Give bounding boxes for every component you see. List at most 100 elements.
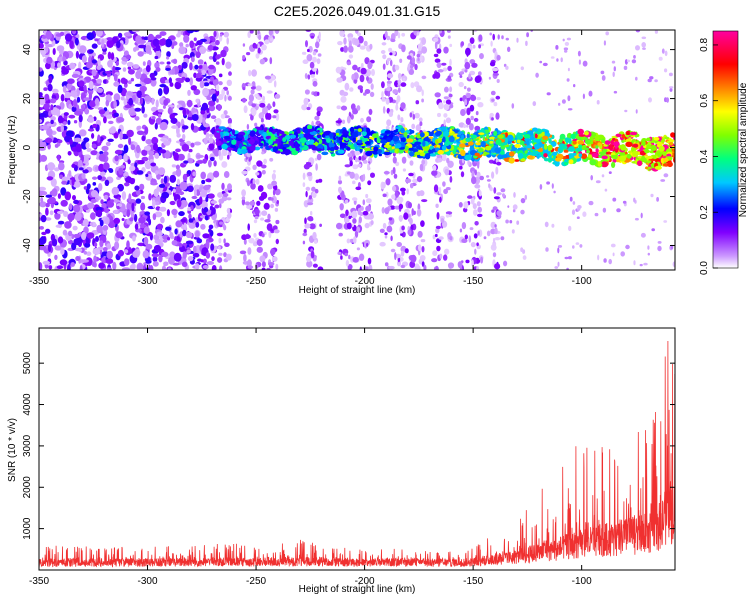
- spectrogram-cell: [531, 127, 539, 132]
- spectrogram-cell: [97, 134, 101, 143]
- spectrogram-cell: [110, 199, 114, 203]
- spectrogram-cell: [437, 112, 441, 118]
- spectrogram-cell: [395, 126, 401, 129]
- spectrogram-cell: [210, 243, 215, 251]
- spectrogram-cell: [496, 210, 502, 217]
- spectrogram-cell: [123, 50, 129, 57]
- spectrogram-cell: [39, 43, 44, 49]
- spectrogram-cell: [641, 155, 645, 162]
- spectrogram-cell: [312, 80, 318, 87]
- spectrogram-cell: [226, 147, 234, 151]
- spectrogram-cell: [433, 37, 439, 43]
- spectrogram-cell: [471, 176, 477, 185]
- spectrogram-cell: [193, 188, 197, 197]
- spectrogram-cell: [321, 151, 329, 156]
- spectrogram-cell: [39, 236, 46, 245]
- spectrogram-cell: [112, 199, 120, 203]
- spectrogram-cell: [201, 69, 206, 76]
- spectrogram-cell: [183, 222, 187, 230]
- spectrogram-cell: [501, 35, 504, 40]
- spectrogram-cell: [68, 230, 73, 237]
- spectrogram-cell: [269, 37, 274, 42]
- spectrogram-cell: [258, 112, 265, 119]
- spectrogram-cell: [180, 199, 188, 208]
- spectrogram-cell: [315, 41, 320, 49]
- spectrogram-cell: [381, 91, 384, 98]
- spectrogram-cell: [115, 231, 123, 239]
- spectrogram-cell: [179, 181, 188, 191]
- spectrogram-cell: [203, 138, 208, 145]
- spectrogram-cell: [601, 75, 606, 81]
- spectrogram-cell: [346, 61, 352, 66]
- spectrogram-cell: [466, 133, 470, 138]
- spectrogram-cell: [124, 182, 130, 187]
- spectrogram-cell: [181, 125, 189, 130]
- spectrogram-cell: [250, 89, 255, 95]
- spectrogram-cell: [242, 87, 246, 91]
- spectrogram-cell: [198, 196, 203, 205]
- spectrogram-cell: [343, 45, 348, 53]
- spectrogram-cell: [211, 265, 217, 270]
- spectrogram-cell: [302, 182, 306, 188]
- spectrogram-cell: [183, 160, 189, 164]
- spectrogram-cell: [409, 183, 414, 189]
- spectrogram-cell: [367, 257, 372, 265]
- spectrogram-cell: [62, 56, 66, 62]
- spectrogram-cell: [494, 237, 501, 241]
- spectrogram-cell: [141, 135, 146, 142]
- spectrogram-cell: [137, 51, 144, 57]
- spectrogram-cell: [167, 106, 173, 115]
- spectrogram-cell: [213, 160, 217, 167]
- spectrogram-cell: [517, 152, 524, 159]
- spectrogram-cell: [644, 149, 650, 154]
- spectrogram-cell: [342, 129, 347, 134]
- spectrogram-cell: [49, 210, 54, 216]
- spectrogram-cell: [208, 56, 214, 60]
- spectrogram-cell: [45, 202, 50, 208]
- spectrogram-cell: [467, 87, 471, 92]
- spectrogram-cell: [47, 243, 52, 252]
- spectrogram-cell: [215, 39, 220, 46]
- spectrogram-cell: [613, 66, 616, 72]
- spectrogram-cell: [89, 49, 94, 53]
- spectrogram-cell: [576, 216, 580, 219]
- spectrogram-cell: [141, 156, 149, 162]
- spectrogram-cell: [260, 217, 265, 221]
- spectrogram-cell: [269, 75, 276, 81]
- spectrogram-cell: [382, 181, 386, 189]
- spectrogram-cell: [351, 131, 359, 138]
- spectrogram-cell: [442, 181, 446, 187]
- spectrogram-cell: [113, 100, 117, 109]
- spectrogram-cell: [166, 209, 170, 217]
- spectrogram-cell: [192, 30, 200, 33]
- spectrogram-cell: [493, 196, 500, 200]
- spectrogram-cell: [64, 221, 72, 229]
- spectrogram-cell: [139, 211, 145, 215]
- y-tick-label: -20: [22, 189, 33, 204]
- spectrogram-cell: [468, 73, 472, 80]
- spectrogram-cell: [103, 194, 109, 200]
- spectrogram-cell: [429, 153, 437, 157]
- spectrogram-cell: [142, 250, 150, 259]
- spectrogram-cell: [520, 158, 526, 162]
- spectrogram-cell: [102, 225, 109, 231]
- spectrogram-cell: [394, 253, 402, 259]
- spectrogram-cell: [316, 91, 320, 96]
- spectrogram-cell: [301, 51, 307, 55]
- spectrogram-cell: [435, 265, 439, 270]
- spectrogram-cell: [59, 259, 68, 266]
- spectrogram-cell: [625, 141, 633, 147]
- spectrogram-cell: [129, 264, 135, 270]
- spectrogram-cell: [350, 114, 354, 120]
- spectrogram-cell: [68, 203, 73, 211]
- spectrogram-cell: [466, 107, 471, 116]
- spectrogram-cell: [370, 172, 375, 178]
- spectrogram-cell: [419, 255, 426, 261]
- spectrogram-cell: [50, 119, 54, 125]
- spectrogram-cell: [449, 58, 452, 66]
- spectrogram-cell: [385, 98, 390, 105]
- spectrogram-cell: [447, 65, 452, 72]
- spectrogram-cell: [472, 203, 477, 210]
- spectrogram-cell: [544, 130, 549, 134]
